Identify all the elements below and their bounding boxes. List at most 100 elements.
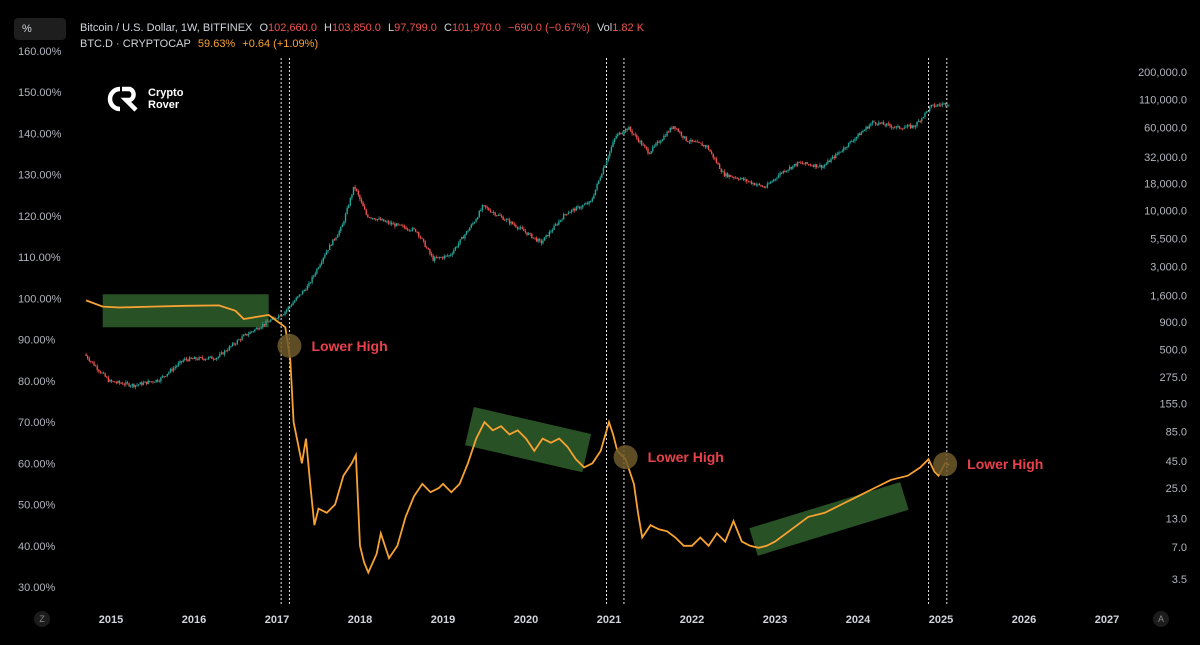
candle-body — [90, 361, 92, 362]
candle-body — [378, 218, 380, 220]
candle-body — [266, 321, 269, 322]
candle-body — [887, 123, 890, 125]
candle-body — [682, 135, 684, 138]
x-axis-tick: 2025 — [929, 614, 953, 626]
candle-body — [411, 228, 414, 231]
candle-body — [141, 382, 143, 385]
candle-body — [155, 379, 157, 383]
candle-body — [494, 212, 496, 216]
candle-body — [693, 141, 695, 143]
candle-body — [749, 181, 751, 183]
left-axis-tick: 90.00% — [18, 335, 56, 347]
candle-body — [526, 232, 528, 235]
candle-body — [98, 369, 100, 372]
candle-body — [599, 177, 601, 181]
candle-body — [341, 224, 344, 228]
candle-body — [426, 247, 428, 248]
candle-body — [223, 350, 226, 355]
candle-body — [125, 382, 127, 385]
low-value: 97,799.0 — [394, 22, 437, 34]
candle-body — [607, 156, 609, 161]
candle-body — [745, 179, 748, 182]
candle-body — [747, 181, 749, 183]
left-axis-tick: 140.00% — [18, 128, 62, 140]
candle-body — [569, 212, 571, 213]
left-axis-tick: 60.00% — [18, 458, 56, 470]
candle-body — [671, 127, 673, 129]
candle-body — [239, 339, 242, 341]
candle-body — [314, 273, 317, 276]
candle-body — [559, 220, 562, 222]
candle-body — [859, 133, 861, 136]
close-value: 101,970.0 — [451, 22, 501, 34]
right-axis-tick: 200,000.0 — [1138, 67, 1187, 79]
candle-body — [699, 142, 702, 144]
candle-body — [149, 380, 151, 382]
candle-body — [349, 197, 352, 206]
candle-body — [620, 132, 622, 135]
candle-body — [187, 359, 189, 362]
candle-body — [814, 164, 816, 167]
candle-body — [529, 233, 531, 235]
left-axis-tick: 40.00% — [18, 541, 56, 553]
candle-body — [933, 104, 936, 107]
candle-body — [889, 124, 891, 127]
candle-body — [107, 377, 110, 382]
candle-body — [894, 127, 896, 129]
candle-body — [836, 153, 839, 155]
candle-body — [200, 357, 202, 358]
candle-body — [886, 123, 888, 126]
lower-high-marker-2 — [613, 445, 638, 470]
candle-body — [628, 127, 630, 130]
candle-body — [505, 219, 508, 221]
candle-body — [427, 247, 430, 250]
candle-body — [268, 321, 270, 323]
candle-body — [134, 385, 137, 388]
candle-body — [909, 124, 912, 128]
auto-scale-button[interactable]: A — [1153, 611, 1169, 627]
candle-body — [575, 206, 578, 211]
candle-body — [871, 121, 874, 124]
candle-body — [185, 358, 188, 360]
candle-body — [303, 290, 305, 292]
candle-body — [602, 167, 605, 174]
candle-body — [580, 207, 582, 209]
candle-body — [392, 223, 395, 225]
candle-body — [788, 166, 791, 170]
candle-body — [917, 120, 920, 123]
scale-mode-button[interactable]: % — [14, 18, 66, 40]
zoom-reset-button[interactable]: Z — [34, 611, 50, 627]
candle-body — [660, 141, 662, 143]
candle-body — [96, 366, 98, 370]
candle-body — [122, 383, 124, 385]
lower-high-marker-3 — [933, 452, 958, 477]
legend-btc-dominance: BTC.D · CRYPTOCAP 59.63% +0.64 (+1.09%) — [80, 38, 322, 50]
candle-body — [316, 268, 318, 274]
candle-body — [357, 190, 359, 195]
candle-body — [225, 350, 227, 352]
candle-body — [242, 334, 245, 337]
candle-body — [637, 138, 640, 142]
candle-body — [356, 188, 358, 191]
candle-body — [550, 231, 552, 233]
candle-body — [838, 152, 840, 154]
candle-body — [246, 333, 248, 336]
candle-body — [677, 128, 679, 132]
volume-value: 1.82 K — [612, 22, 645, 34]
candle-body — [117, 381, 119, 383]
candle-body — [93, 362, 95, 366]
candle-body — [333, 239, 336, 241]
candle-body — [435, 257, 437, 259]
candle-body — [710, 151, 713, 154]
right-axis-tick: 275.0 — [1159, 372, 1187, 384]
candle-body — [203, 358, 205, 360]
candle-body — [416, 231, 418, 233]
candle-body — [438, 257, 441, 259]
candle-body — [817, 166, 820, 168]
lower-high-label-2: Lower High — [648, 449, 724, 465]
candle-body — [352, 186, 355, 195]
candle-body — [585, 203, 587, 205]
candle-body — [515, 225, 517, 228]
candle-body — [613, 138, 616, 142]
